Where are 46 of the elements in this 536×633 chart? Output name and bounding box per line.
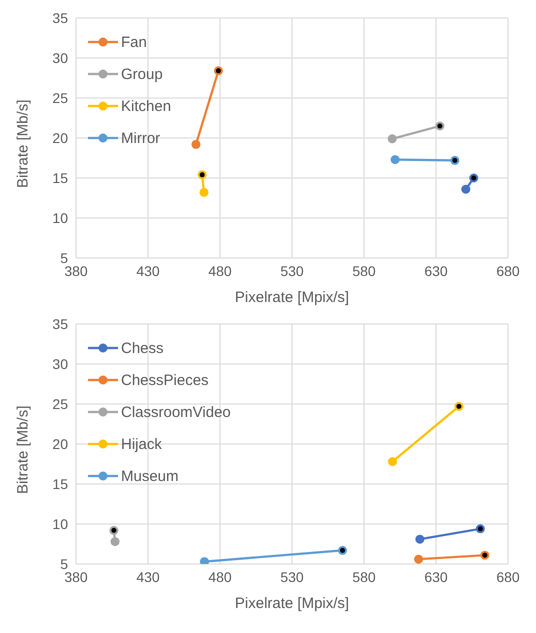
y-axis-title: Bitrate [Mb/s] xyxy=(14,406,32,494)
legend-label: Museum xyxy=(121,468,179,484)
x-tick-label: 480 xyxy=(208,262,232,279)
x-tick-label: 580 xyxy=(352,262,376,279)
y-axis-title: Bitrate [Mb/s] xyxy=(14,100,32,188)
y-tick-label: 20 xyxy=(52,130,68,146)
y-tick-label: 25 xyxy=(52,396,68,412)
point xyxy=(200,188,209,197)
y-tick-label: 20 xyxy=(52,436,68,452)
legend-label: Chess xyxy=(121,340,164,356)
x-tick-label: 430 xyxy=(136,568,160,585)
x-axis-title: Pixelrate [Mpix/s] xyxy=(234,595,350,612)
y-tick-label: 30 xyxy=(52,356,68,372)
x-tick-label: 680 xyxy=(496,262,520,279)
point xyxy=(415,534,424,544)
point xyxy=(390,155,400,164)
x-axis-title: Pixelrate [Mpix/s] xyxy=(234,289,350,306)
y-tick-label: 30 xyxy=(52,50,68,66)
legend-label: Fan xyxy=(121,34,147,50)
point xyxy=(388,134,397,144)
y-tick-label: 35 xyxy=(52,316,68,332)
point xyxy=(461,184,470,194)
x-tick-label: 680 xyxy=(496,568,520,585)
x-tick-label: 630 xyxy=(424,568,448,585)
x-tick-label: 630 xyxy=(424,262,448,279)
x-tick-label: 530 xyxy=(280,568,304,585)
y-tick-label: 10 xyxy=(52,210,68,226)
legend-label: Group xyxy=(121,66,163,82)
legend-label: Hijack xyxy=(121,436,162,452)
legend-label: Mirror xyxy=(121,130,160,146)
x-tick-label: 580 xyxy=(352,568,376,585)
y-tick-label: 35 xyxy=(52,10,68,26)
point xyxy=(110,537,120,546)
y-tick-label: 10 xyxy=(52,516,68,532)
point xyxy=(388,457,398,466)
x-tick-label: 530 xyxy=(280,262,304,279)
point xyxy=(414,554,424,564)
x-tick-label: 430 xyxy=(136,262,160,279)
legend-label: ClassroomVideo xyxy=(121,404,231,420)
point xyxy=(191,140,200,149)
y-tick-label: 15 xyxy=(52,476,68,492)
y-tick-label: 25 xyxy=(52,90,68,106)
x-tick-label: 480 xyxy=(208,568,232,585)
legend-label: Kitchen xyxy=(121,98,172,114)
legend-label: ChessPieces xyxy=(121,372,209,388)
y-tick-label: 15 xyxy=(52,170,68,186)
